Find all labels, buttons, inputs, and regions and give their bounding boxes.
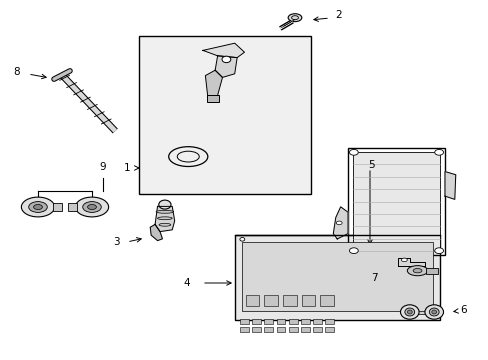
Ellipse shape <box>177 151 199 162</box>
Bar <box>276 319 285 324</box>
Polygon shape <box>333 207 347 239</box>
Bar <box>252 319 261 324</box>
Bar <box>67 203 77 211</box>
Ellipse shape <box>159 223 170 226</box>
Bar <box>240 327 248 332</box>
Text: 8: 8 <box>13 67 20 77</box>
Bar <box>252 327 261 332</box>
Text: 4: 4 <box>183 278 190 288</box>
Ellipse shape <box>349 149 358 155</box>
Polygon shape <box>444 171 455 199</box>
Bar <box>288 319 297 324</box>
Ellipse shape <box>407 266 427 276</box>
Ellipse shape <box>75 197 108 217</box>
Ellipse shape <box>159 200 171 209</box>
Bar <box>235 235 439 320</box>
Text: 3: 3 <box>113 237 120 247</box>
Bar <box>264 295 278 306</box>
Bar <box>53 203 62 211</box>
Ellipse shape <box>82 202 101 212</box>
Bar <box>264 319 273 324</box>
Polygon shape <box>215 56 237 77</box>
Bar <box>288 327 297 332</box>
Ellipse shape <box>434 149 443 155</box>
Bar <box>240 319 248 324</box>
Bar <box>352 152 439 251</box>
Ellipse shape <box>87 204 96 210</box>
Bar <box>313 319 322 324</box>
Ellipse shape <box>400 305 418 319</box>
Polygon shape <box>397 258 424 266</box>
Polygon shape <box>205 70 222 97</box>
Text: 9: 9 <box>100 162 106 172</box>
Polygon shape <box>150 224 162 240</box>
Bar <box>242 242 432 311</box>
Bar <box>139 36 310 194</box>
Bar <box>207 95 219 102</box>
Ellipse shape <box>407 310 411 314</box>
Ellipse shape <box>424 305 443 319</box>
Bar <box>283 295 296 306</box>
Text: 1: 1 <box>123 163 130 173</box>
Ellipse shape <box>222 56 230 63</box>
Polygon shape <box>203 43 244 58</box>
Ellipse shape <box>412 269 421 273</box>
Ellipse shape <box>287 14 301 22</box>
Bar <box>301 319 309 324</box>
Bar <box>320 295 333 306</box>
Polygon shape <box>155 206 174 231</box>
Bar <box>347 148 444 255</box>
Bar <box>301 327 309 332</box>
Text: 5: 5 <box>367 160 374 170</box>
Bar <box>325 319 334 324</box>
Ellipse shape <box>431 310 436 314</box>
Ellipse shape <box>336 221 342 225</box>
Bar <box>301 295 315 306</box>
Text: 7: 7 <box>370 273 377 283</box>
Bar <box>264 327 273 332</box>
Ellipse shape <box>157 217 172 220</box>
Bar <box>325 327 334 332</box>
Ellipse shape <box>404 308 414 316</box>
Bar <box>245 295 259 306</box>
Ellipse shape <box>428 308 438 316</box>
Ellipse shape <box>156 210 173 213</box>
Bar <box>425 268 437 274</box>
Text: 2: 2 <box>334 10 341 20</box>
Bar <box>313 327 322 332</box>
Text: 6: 6 <box>459 305 466 315</box>
Ellipse shape <box>240 238 244 241</box>
Bar <box>276 327 285 332</box>
Ellipse shape <box>349 248 358 253</box>
Bar <box>409 310 433 314</box>
Ellipse shape <box>29 202 47 212</box>
Ellipse shape <box>401 258 407 262</box>
Ellipse shape <box>434 248 443 253</box>
Ellipse shape <box>34 204 42 210</box>
Ellipse shape <box>21 197 55 217</box>
